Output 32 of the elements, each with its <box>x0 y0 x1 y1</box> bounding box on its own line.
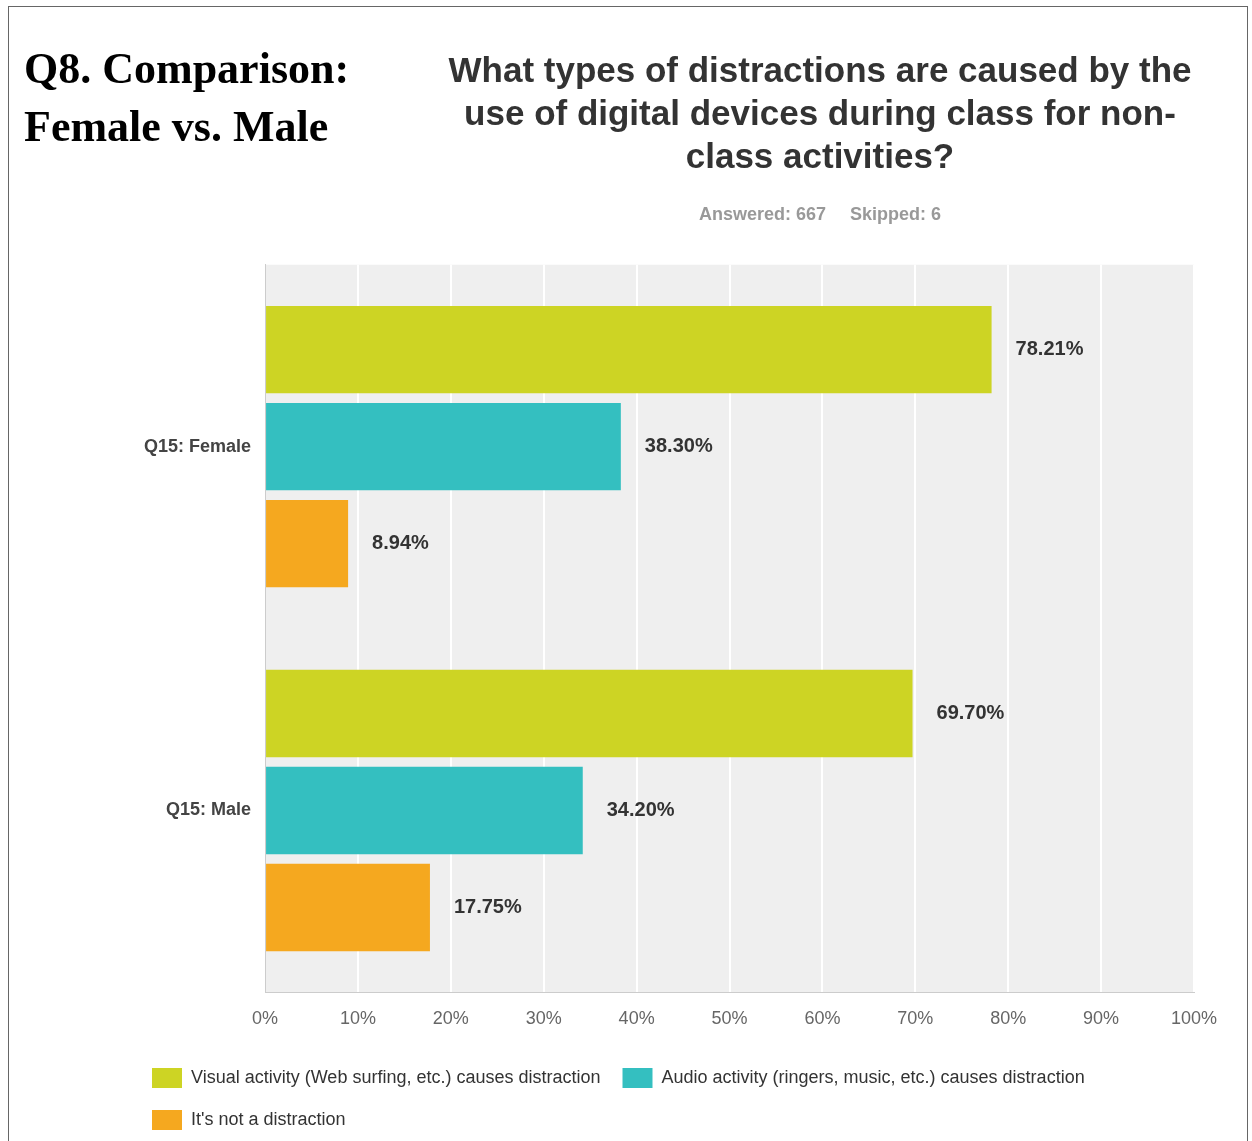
data-label: 34.20% <box>606 798 675 821</box>
x-tick-label: 60% <box>804 1008 841 1029</box>
y-tick-label: Q15: Female <box>143 435 252 456</box>
x-tick-label: 20% <box>432 1008 469 1029</box>
chart-title: Q8. Comparison: Female vs. Male <box>24 43 351 153</box>
text: Skipped: 6 <box>850 204 942 224</box>
data-label: 69.70% <box>936 701 1005 723</box>
bar <box>266 669 913 758</box>
bar <box>266 500 349 588</box>
x-tick-label: 0% <box>252 1008 279 1029</box>
x-tick-label: 30% <box>525 1008 562 1029</box>
x-tick-label: 70% <box>897 1008 934 1029</box>
y-tick-label: Q15: Male <box>166 799 252 820</box>
legend-label: Visual activity (Web surfing, etc.) causes distraction <box>191 1066 601 1087</box>
bar <box>266 403 621 491</box>
legend-label: Audio activity (ringers, music, etc.) causes distraction <box>661 1066 1085 1087</box>
x-tick-label: 40% <box>618 1008 655 1029</box>
bar <box>266 306 992 394</box>
data-label: 8.94% <box>372 531 430 554</box>
data-label: 78.21% <box>1015 337 1084 360</box>
x-tick-label: 50% <box>711 1008 748 1029</box>
x-tick-label: 10% <box>339 1008 376 1029</box>
x-tick-label: 90% <box>1083 1008 1120 1029</box>
data-label: 38.30% <box>644 434 713 457</box>
chart-subtitle: What types of distractions are caused by the use of digital devices during class for non-class activities? <box>447 49 1193 177</box>
data-label: 17.75% <box>453 895 522 918</box>
bar <box>266 863 430 952</box>
text: Answered: 667 <box>698 204 827 224</box>
x-tick-label: 80% <box>990 1008 1027 1029</box>
bar <box>266 766 583 855</box>
legend-label: It's not a distraction <box>191 1108 346 1129</box>
x-tick-label: 100% <box>1170 1008 1218 1029</box>
